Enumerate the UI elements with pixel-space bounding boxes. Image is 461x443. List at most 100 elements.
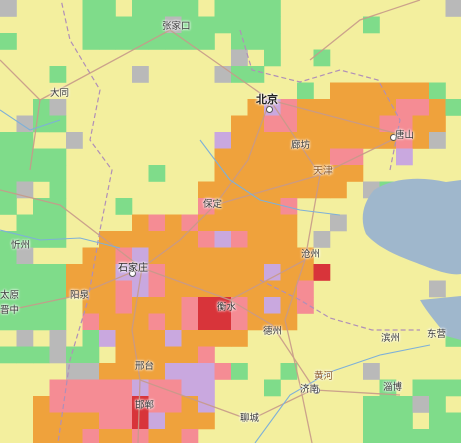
grid-cell xyxy=(132,66,149,83)
grid-cell xyxy=(132,264,149,281)
grid-cell xyxy=(0,0,17,17)
road xyxy=(0,189,143,269)
label-jinan[interactable]: 济南 xyxy=(300,384,320,395)
grid-cell xyxy=(313,148,331,166)
grid-cell xyxy=(165,264,182,281)
grid-cell xyxy=(82,396,100,413)
label-dongying[interactable]: 东营 xyxy=(427,329,447,340)
grid-cell xyxy=(115,429,133,443)
grid-cell xyxy=(313,99,331,116)
grid-cell xyxy=(412,99,430,116)
grid-cell xyxy=(346,132,364,149)
city-marker[interactable] xyxy=(390,134,397,141)
grid-cell xyxy=(132,16,149,34)
grid-cell xyxy=(132,330,149,347)
grid-cell xyxy=(115,231,133,248)
grid-cell xyxy=(214,148,232,166)
city-marker[interactable] xyxy=(266,106,273,113)
grid-cell xyxy=(49,99,67,116)
grid-cell xyxy=(231,16,248,34)
label-cangzhou[interactable]: 沧州 xyxy=(301,249,321,260)
grid-cell xyxy=(181,0,199,17)
grid-cell xyxy=(231,181,248,199)
label-liaocheng[interactable]: 聊城 xyxy=(240,413,260,424)
road xyxy=(0,267,143,313)
river xyxy=(0,229,121,249)
yellow-river xyxy=(254,344,431,443)
grid-cell xyxy=(132,412,149,430)
grid-cell xyxy=(247,247,265,265)
label-handan[interactable]: 邯郸 xyxy=(135,400,155,411)
grid-cell xyxy=(412,115,430,133)
grid-cell xyxy=(115,313,133,331)
grid-cell xyxy=(231,0,248,17)
grid-cell xyxy=(99,396,116,413)
grid-cell xyxy=(165,313,182,331)
grid-cell xyxy=(115,379,133,397)
grid-cell xyxy=(165,231,182,248)
grid-cell xyxy=(280,165,298,182)
label-xingtai[interactable]: 邢台 xyxy=(135,361,155,372)
grid-cell xyxy=(231,214,248,232)
label-shijiazhuang[interactable]: 石家庄 xyxy=(118,263,148,274)
river xyxy=(0,109,61,131)
grid-cell xyxy=(429,280,446,298)
grid-cell xyxy=(330,99,347,116)
grid-cell xyxy=(198,330,215,347)
city-marker[interactable] xyxy=(313,387,320,394)
label-zibo[interactable]: 淄博 xyxy=(383,382,403,393)
grid-cell xyxy=(429,429,446,443)
grid-cell xyxy=(429,412,446,430)
grid-cell xyxy=(16,181,34,199)
label-hengshui[interactable]: 衡水 xyxy=(217,302,237,313)
label-binzhou[interactable]: 滨州 xyxy=(381,333,401,344)
grid-cell xyxy=(115,16,133,34)
label-zhangjiakou[interactable]: 张家口 xyxy=(162,21,191,32)
grid-cell xyxy=(49,280,67,298)
grid-cell xyxy=(33,429,50,443)
grid-cell xyxy=(66,396,83,413)
grid-cell xyxy=(148,412,166,430)
grid-cell xyxy=(396,412,413,430)
grid-cell xyxy=(231,66,248,83)
city-marker[interactable] xyxy=(129,270,136,277)
grid-cell xyxy=(346,148,364,166)
label-tangshan[interactable]: 唐山 xyxy=(395,130,415,141)
label-yangquan[interactable]: 阳泉 xyxy=(70,290,90,301)
grid-cell xyxy=(313,132,331,149)
grid-cell xyxy=(16,346,34,364)
grid-cell xyxy=(297,280,314,298)
label-langfang[interactable]: 廊坊 xyxy=(291,140,311,151)
label-baoding[interactable]: 保定 xyxy=(203,199,223,210)
grid-cell xyxy=(264,132,281,149)
grid-cell xyxy=(346,99,364,116)
label-dezhou[interactable]: 德州 xyxy=(263,326,283,337)
grid-cell xyxy=(0,132,17,149)
grid-cell xyxy=(148,231,166,248)
grid-cell xyxy=(313,115,331,133)
label-taiyuan[interactable]: 太原 xyxy=(0,290,20,301)
label-tianjin[interactable]: 天津 xyxy=(313,166,333,177)
grid-cell xyxy=(198,231,215,248)
grid-cell xyxy=(16,297,34,314)
grid-cell xyxy=(412,82,430,100)
grid-cell xyxy=(231,363,248,380)
label-xinzhou[interactable]: 忻州 xyxy=(11,240,31,251)
grid-cell xyxy=(429,132,446,149)
grid-cell xyxy=(66,429,83,443)
grid-cell xyxy=(33,198,50,215)
grid-cell xyxy=(16,165,34,182)
grid-cell xyxy=(181,33,199,50)
label-datong[interactable]: 大同 xyxy=(50,88,70,99)
grid-cell xyxy=(82,33,100,50)
grid-cell xyxy=(247,99,265,116)
grid-cell xyxy=(82,264,100,281)
grid-cell xyxy=(99,297,116,314)
grid-cell xyxy=(165,0,182,17)
grid-cell xyxy=(247,33,265,50)
label-beijing[interactable]: 北京 xyxy=(256,93,278,106)
grid-cell xyxy=(0,231,17,248)
grid-cell xyxy=(16,330,34,347)
label-jinzhong[interactable]: 晋中 xyxy=(0,305,20,316)
